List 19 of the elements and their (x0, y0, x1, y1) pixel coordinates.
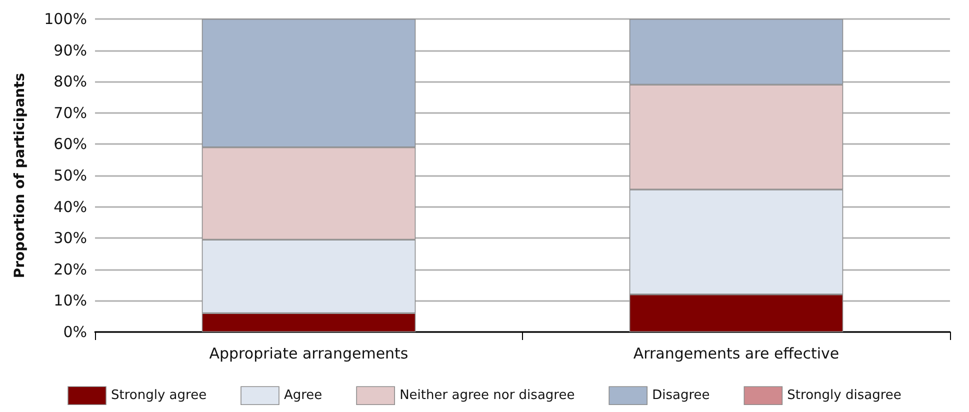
x-tick-label: Arrangements are effective (633, 344, 840, 362)
legend-label: Strongly agree (111, 388, 207, 404)
y-tick-label: 60% (54, 135, 87, 154)
legend-label: Strongly disagree (787, 388, 902, 404)
y-tick-label: 30% (54, 229, 87, 248)
legend-label: Neither agree nor disagree (400, 388, 575, 404)
y-tick-label: 80% (54, 72, 87, 91)
y-tick-label: 100% (44, 10, 87, 28)
y-tick-label: 90% (54, 41, 87, 60)
y-tick-label: 0% (63, 323, 87, 341)
y-tick-label: 40% (54, 198, 87, 216)
legend-label: Disagree (652, 388, 710, 404)
y-tick-label: 20% (54, 260, 87, 278)
y-tick-label: 10% (54, 292, 87, 310)
x-tick-label: Appropriate arrangements (209, 344, 408, 362)
legend-label: Agree (284, 388, 322, 404)
y-tick-label: 70% (54, 104, 87, 122)
y-tick-label: 50% (54, 166, 87, 184)
y-axis-title: Proportion of participants (12, 72, 28, 278)
